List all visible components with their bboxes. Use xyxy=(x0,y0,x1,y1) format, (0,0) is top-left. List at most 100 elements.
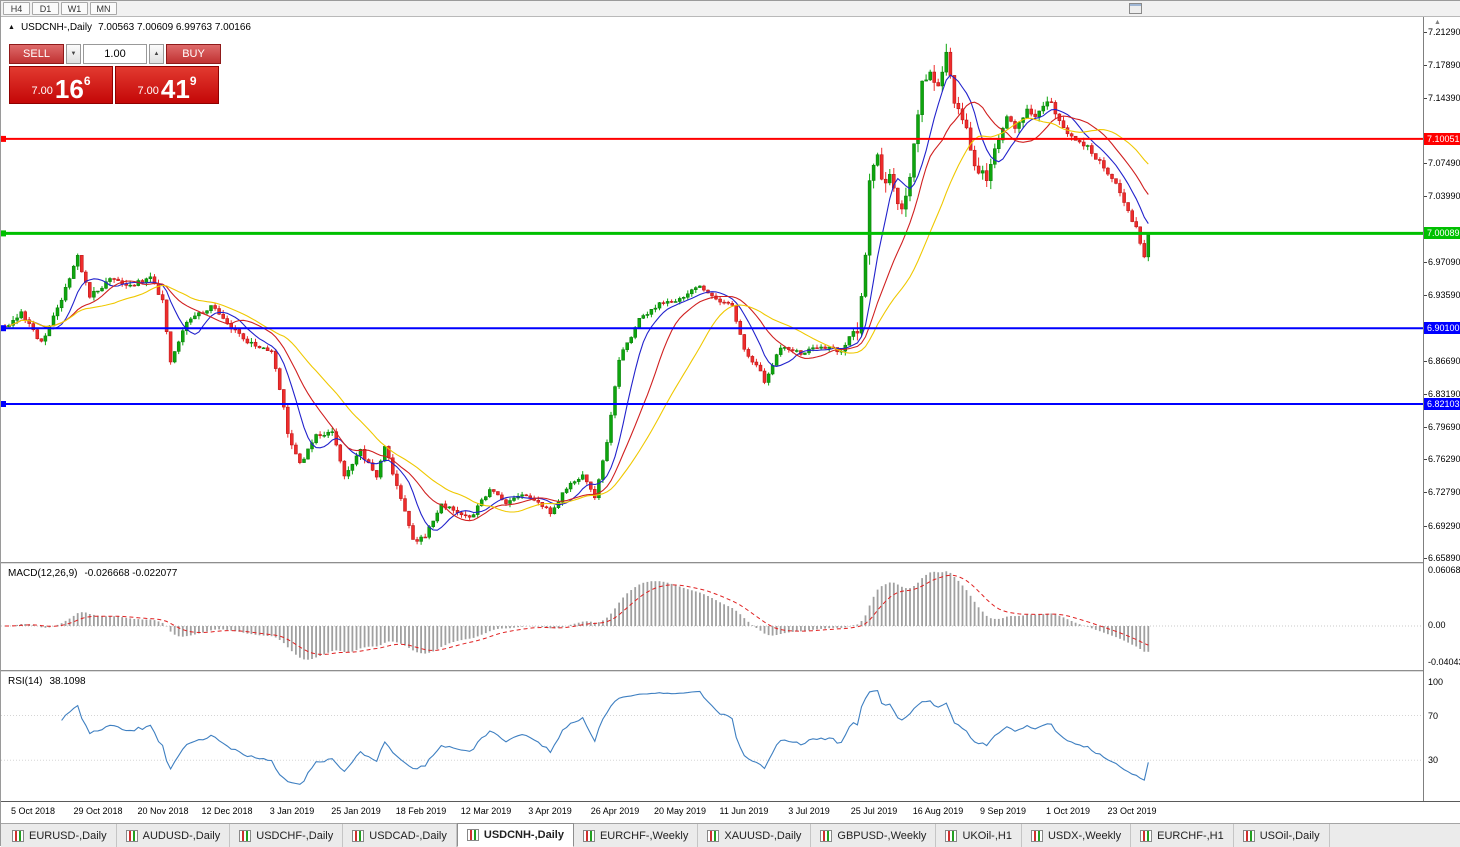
price-axis-tick: 6.93590 xyxy=(1428,290,1460,300)
chart-tab-label: EURCHF-,H1 xyxy=(1157,829,1224,842)
price-line-badge: 6.82103 xyxy=(1424,398,1460,410)
date-axis-label: 5 Oct 2018 xyxy=(10,806,56,816)
volume-increase-button[interactable]: ▲ xyxy=(149,44,164,64)
mini-chart-icon xyxy=(125,829,138,842)
chart-tab-ukoil-h1[interactable]: UKOil-,H1 xyxy=(936,824,1022,847)
buy-price-display[interactable]: 7.00 41 9 xyxy=(115,66,219,104)
date-axis-label: 11 Jun 2019 xyxy=(719,806,769,816)
chart-tab-gbpusd-weekly[interactable]: GBPUSD-,Weekly xyxy=(811,824,937,847)
price-axis-tick: 6.79690 xyxy=(1428,422,1460,432)
chart-tab-label: GBPUSD-,Weekly xyxy=(837,829,927,842)
chart-tab-label: USDCHF-,Daily xyxy=(256,829,334,842)
date-axis-label: 20 May 2019 xyxy=(653,806,707,816)
macd-indicator-chart[interactable] xyxy=(1,564,1423,670)
window-restore-icon[interactable] xyxy=(1129,3,1142,14)
price-axis-tickmark xyxy=(1424,427,1427,428)
mini-chart-icon xyxy=(582,829,595,842)
mini-chart-icon xyxy=(352,829,365,842)
indicator-axis-label: 0.00 xyxy=(1428,620,1446,630)
date-axis-label: 16 Aug 2019 xyxy=(912,806,964,816)
timeframe-toolbar: H4 D1 W1 MN xyxy=(1,1,1460,17)
price-axis-tickmark xyxy=(1424,526,1427,527)
chart-tab-usdx-weekly[interactable]: USDX-,Weekly xyxy=(1022,824,1132,847)
price-axis-tick: 6.72790 xyxy=(1428,487,1460,497)
rsi-indicator-chart[interactable] xyxy=(1,672,1423,801)
price-axis-tickmark xyxy=(1424,459,1427,460)
chart-tab-label: UKOil-,H1 xyxy=(962,829,1012,842)
date-axis-label: 23 Oct 2019 xyxy=(1107,806,1157,816)
price-axis-tick: 6.97090 xyxy=(1428,257,1460,267)
sell-button[interactable]: SELL xyxy=(9,44,64,64)
timeframe-button-mn[interactable]: MN xyxy=(90,2,117,15)
chart-tab-label: USDCNH-,Daily xyxy=(483,829,564,841)
price-axis-tick: 7.03990 xyxy=(1428,191,1460,201)
date-axis-label: 3 Jul 2019 xyxy=(788,806,830,816)
rsi-value: 38.1098 xyxy=(49,676,86,687)
symbol-ohlc: 7.00563 7.00609 6.99763 7.00166 xyxy=(98,22,251,33)
chart-tab-usdcnh-daily[interactable]: USDCNH-,Daily xyxy=(456,823,574,847)
price-axis-tickmark xyxy=(1424,492,1427,493)
price-axis-tickmark xyxy=(1424,394,1427,395)
price-axis[interactable]: ▲ 7.21290 7.17890 7.14390 7.07490 7.03990 6.9… xyxy=(1423,17,1460,801)
indicator-axis-label: 70 xyxy=(1428,711,1439,721)
price-axis-tickmark xyxy=(1424,295,1427,296)
price-axis-tickmark xyxy=(1424,262,1427,263)
chart-tab-usdchf-daily[interactable]: USDCHF-,Daily xyxy=(230,824,344,847)
mini-chart-icon xyxy=(466,829,479,841)
price-axis-tickmark xyxy=(1424,98,1427,99)
volume-decrease-button[interactable]: ▼ xyxy=(66,44,81,64)
mini-chart-icon xyxy=(1242,829,1255,842)
price-axis-tick: 6.65890 xyxy=(1428,553,1460,563)
chart-tabs-bar: EURUSD-,Daily AUDUSD-,Daily USDCHF-,Daily U… xyxy=(1,823,1460,847)
chart-tab-label: USOil-,Daily xyxy=(1259,829,1320,842)
date-axis[interactable]: 5 Oct 2018 29 Oct 2018 20 Nov 2018 12 Dec 2… xyxy=(1,801,1460,823)
chart-tab-label: EURCHF-,Weekly xyxy=(599,829,689,842)
price-line-badge: 6.90100 xyxy=(1424,322,1460,334)
chart-tab-label: USDCAD-,Daily xyxy=(369,829,447,842)
chart-tab-usoil-daily[interactable]: USOil-,Daily xyxy=(1234,824,1330,847)
chart-tab-label: AUDUSD-,Daily xyxy=(142,829,221,842)
date-axis-label: 20 Nov 2018 xyxy=(137,806,189,816)
date-axis-label: 3 Apr 2019 xyxy=(528,806,572,816)
date-axis-label: 12 Dec 2018 xyxy=(201,806,253,816)
timeframe-button-w1[interactable]: W1 xyxy=(61,2,88,15)
macd-name: MACD(12,26,9) xyxy=(8,568,78,579)
price-line-badge: 7.10051 xyxy=(1424,133,1460,145)
price-axis-tick: 6.83190 xyxy=(1428,389,1460,399)
date-axis-label: 9 Sep 2019 xyxy=(979,806,1027,816)
pane-separator[interactable] xyxy=(1,562,1460,564)
chart-window: ▲ USDCNH-,Daily 7.00563 7.00609 6.99763 … xyxy=(1,17,1460,823)
symbol-arrow-icon: ▲ xyxy=(8,24,15,31)
date-axis-label: 18 Feb 2019 xyxy=(395,806,447,816)
one-click-trading-panel: SELL ▼ ▲ BUY 7.00 16 6 7.00 41 9 xyxy=(9,44,221,104)
price-axis-tickmark xyxy=(1424,163,1427,164)
pane-separator[interactable] xyxy=(1,670,1460,672)
chart-tab-label: XAUUSD-,Daily xyxy=(724,829,802,842)
timeframe-button-h4[interactable]: H4 xyxy=(3,2,30,15)
chart-tab-eurchf-weekly[interactable]: EURCHF-,Weekly xyxy=(574,824,699,847)
price-axis-tickmark xyxy=(1424,32,1427,33)
mini-chart-icon xyxy=(239,829,252,842)
buy-button[interactable]: BUY xyxy=(166,44,221,64)
chart-tab-eurusd-daily[interactable]: EURUSD-,Daily xyxy=(3,824,117,847)
price-axis-tick: 6.76290 xyxy=(1428,454,1460,464)
sell-price-pip-digit: 6 xyxy=(83,74,91,88)
volume-input[interactable] xyxy=(83,44,147,64)
mini-chart-icon xyxy=(12,829,24,842)
timeframe-buttons-group: H4 D1 W1 MN xyxy=(3,2,117,15)
date-axis-label: 3 Jan 2019 xyxy=(269,806,315,816)
candlestick-chart[interactable] xyxy=(1,17,1423,562)
chart-tab-xauusd-daily[interactable]: XAUUSD-,Daily xyxy=(698,824,812,847)
mini-chart-icon xyxy=(945,829,958,842)
mini-chart-icon xyxy=(1140,829,1153,842)
date-axis-label: 26 Apr 2019 xyxy=(590,806,640,816)
timeframe-button-d1[interactable]: D1 xyxy=(32,2,59,15)
chart-tab-usdcad-daily[interactable]: USDCAD-,Daily xyxy=(343,824,457,847)
price-axis-tickmark xyxy=(1424,65,1427,66)
sell-price-display[interactable]: 7.00 16 6 xyxy=(9,66,113,104)
chart-tab-eurchf-h1[interactable]: EURCHF-,H1 xyxy=(1131,824,1234,847)
chart-tab-audusd-daily[interactable]: AUDUSD-,Daily xyxy=(117,824,231,847)
buy-price-pip-digit: 9 xyxy=(189,74,197,88)
price-axis-tickmark xyxy=(1424,196,1427,197)
